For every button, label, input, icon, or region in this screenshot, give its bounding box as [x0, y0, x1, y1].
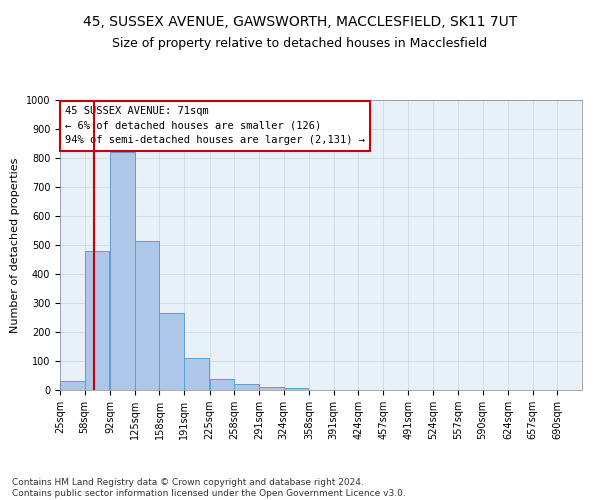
Text: Contains HM Land Registry data © Crown copyright and database right 2024.
Contai: Contains HM Land Registry data © Crown c…	[12, 478, 406, 498]
Bar	[60, 382, 85, 390]
Bar	[135, 240, 160, 390]
Text: 45 SUSSEX AVENUE: 71sqm
← 6% of detached houses are smaller (126)
94% of semi-de: 45 SUSSEX AVENUE: 71sqm ← 6% of detached…	[65, 106, 365, 146]
Bar	[209, 379, 234, 390]
Text: Size of property relative to detached houses in Macclesfield: Size of property relative to detached ho…	[112, 38, 488, 51]
Bar	[284, 388, 308, 390]
Text: 45, SUSSEX AVENUE, GAWSWORTH, MACCLESFIELD, SK11 7UT: 45, SUSSEX AVENUE, GAWSWORTH, MACCLESFIE…	[83, 15, 517, 29]
Y-axis label: Number of detached properties: Number of detached properties	[10, 158, 20, 332]
Bar	[234, 384, 259, 390]
Bar	[85, 251, 109, 390]
Bar	[110, 152, 135, 390]
Bar	[259, 387, 284, 390]
Bar	[160, 313, 184, 390]
Bar	[184, 358, 209, 390]
